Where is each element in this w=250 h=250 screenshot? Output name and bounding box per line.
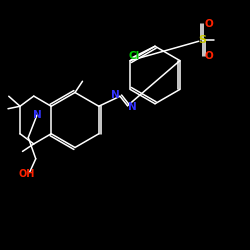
Text: N: N bbox=[32, 110, 42, 120]
Text: O: O bbox=[204, 19, 213, 29]
Text: S: S bbox=[198, 35, 206, 45]
Text: N: N bbox=[128, 102, 136, 112]
Text: OH: OH bbox=[19, 169, 35, 179]
Text: Cl: Cl bbox=[128, 51, 140, 61]
Text: N: N bbox=[111, 90, 120, 100]
Text: O: O bbox=[204, 51, 213, 61]
